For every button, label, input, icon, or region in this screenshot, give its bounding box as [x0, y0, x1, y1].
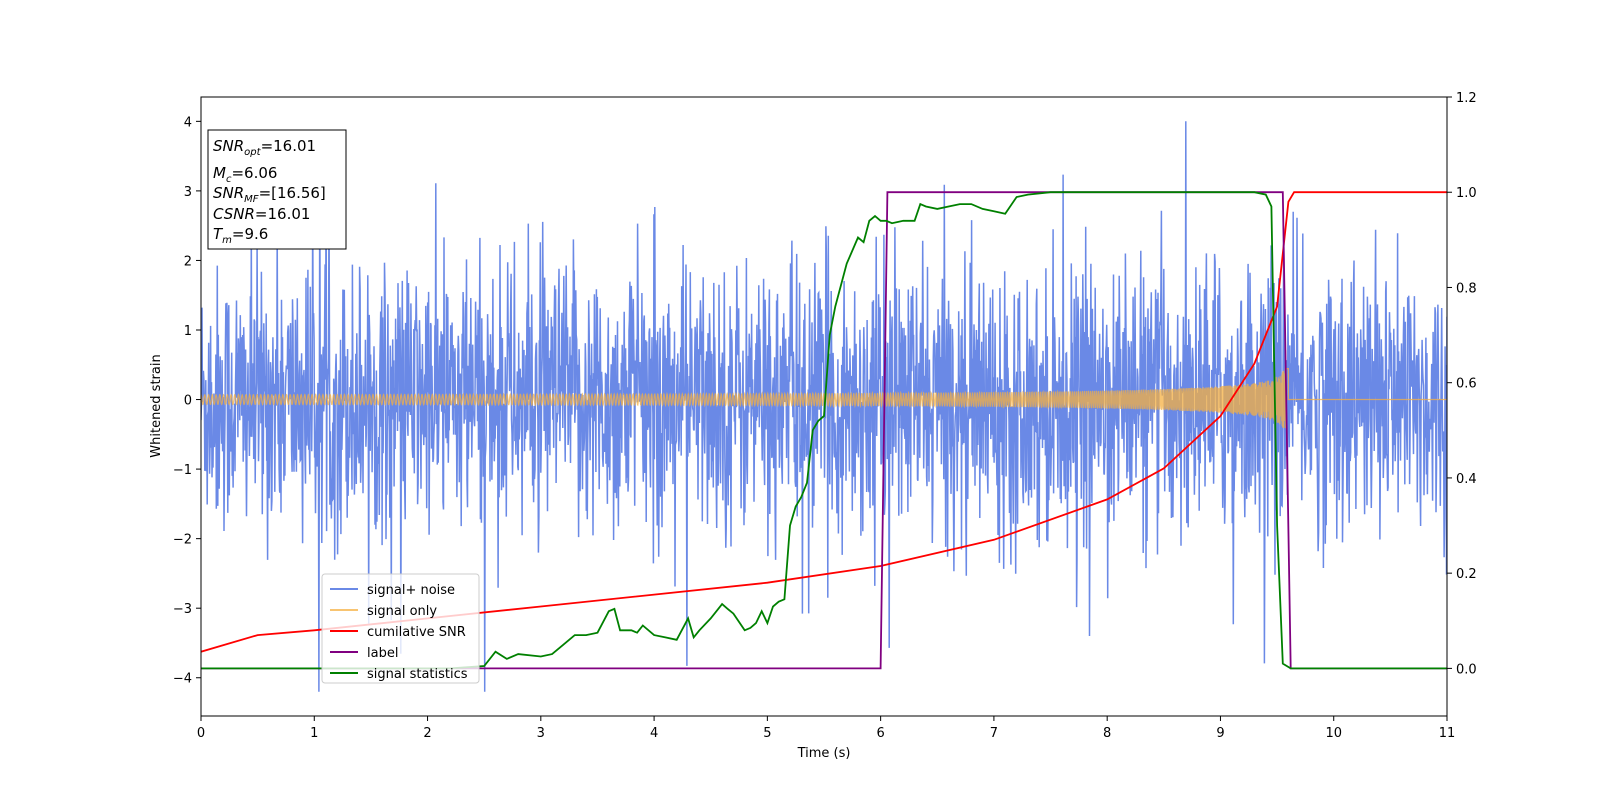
y-axis-right: 0.0 0.2 0.4 0.6 0.8 1.0 1.2	[1447, 91, 1477, 677]
series-signal-statistics-line	[201, 191, 1447, 670]
y-left-tick-label: 0	[184, 394, 192, 409]
x-tick-label: 0	[197, 726, 205, 741]
legend-label: signal only	[367, 604, 437, 619]
y-left-tick-label: −2	[173, 533, 192, 548]
x-tick-label: 6	[876, 726, 884, 741]
x-tick-label: 1	[310, 726, 318, 741]
plot-frame	[200, 96, 1448, 717]
legend-label: label	[367, 646, 398, 661]
stats-snr-opt: SNRopt=16.01	[213, 137, 316, 158]
x-tick-label: 7	[990, 726, 998, 741]
x-tick-label: 10	[1325, 726, 1342, 741]
stats-mc: Mc=6.06	[213, 164, 277, 185]
y-right-tick-label: 1.2	[1456, 91, 1477, 106]
y-right-tick-label: 0.4	[1456, 472, 1477, 487]
stats-csnr: CSNR=16.01	[213, 205, 310, 223]
legend-label: cumilative SNR	[367, 625, 466, 640]
x-tick-label: 4	[650, 726, 658, 741]
y-left-tick-label: −3	[173, 602, 192, 617]
x-tick-label: 2	[423, 726, 431, 741]
y-left-tick-label: −1	[173, 463, 192, 478]
legend: signal+ noise signal only cumilative SNR la…	[321, 573, 480, 684]
stats-tm: Tm=9.6	[213, 225, 268, 246]
legend-label: signal+ noise	[367, 583, 455, 598]
y-left-tick-label: 1	[184, 324, 192, 339]
y-left-tick-label: 2	[184, 254, 192, 269]
y-axis-left: −4 −3 −2 −1 0 1 2 3 4	[173, 115, 201, 687]
y-left-tick-label: 4	[184, 115, 192, 130]
y-right-tick-label: 0.6	[1456, 377, 1477, 392]
y-right-tick-label: 0.2	[1456, 567, 1477, 582]
y-left-tick-label: −4	[173, 672, 192, 687]
stats-box: SNRopt=16.01 Mc=6.06 SNRMF=[16.56] CSNR=…	[207, 129, 347, 250]
legend-label: signal statistics	[367, 667, 468, 682]
y-axis-label: Whitened strain	[149, 354, 164, 457]
x-tick-label: 8	[1103, 726, 1111, 741]
stats-snr-mf: SNRMF=[16.56]	[213, 184, 326, 205]
x-tick-label: 11	[1439, 726, 1456, 741]
y-left-tick-label: 3	[184, 185, 192, 200]
x-tick-label: 9	[1216, 726, 1224, 741]
x-axis: 0 1 2 3 4 5 6 7 8 9 10 11	[197, 716, 1455, 741]
y-right-tick-label: 1.0	[1456, 186, 1477, 201]
x-tick-label: 5	[763, 726, 771, 741]
x-axis-label: Time (s)	[797, 746, 851, 761]
y-right-tick-label: 0.8	[1456, 281, 1477, 296]
series-signal-only-line	[201, 368, 1447, 429]
x-tick-label: 3	[537, 726, 545, 741]
y-right-tick-label: 0.0	[1456, 662, 1477, 677]
